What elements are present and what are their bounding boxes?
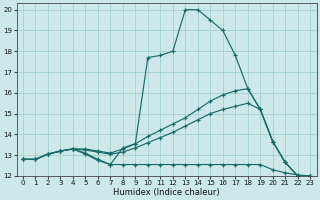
X-axis label: Humidex (Indice chaleur): Humidex (Indice chaleur) <box>113 188 220 197</box>
